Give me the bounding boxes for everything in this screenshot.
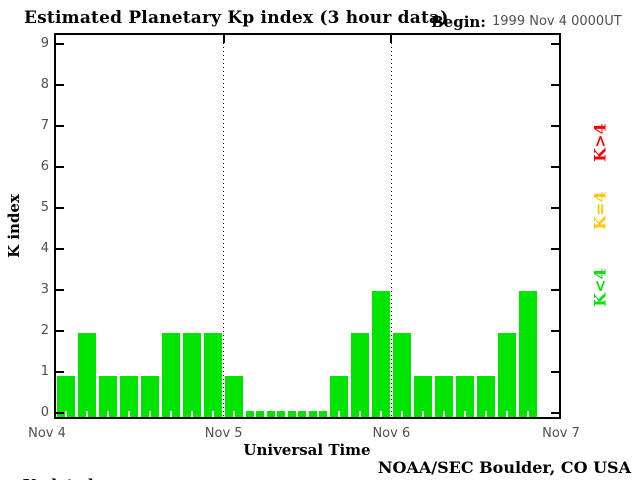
y-axis-tick xyxy=(56,206,64,209)
bar-minor-tick xyxy=(463,411,466,417)
bar-minor-tick xyxy=(379,411,382,417)
begin-value: 1999 Nov 4 0000UT xyxy=(492,14,622,29)
y-axis-tick-right xyxy=(551,247,559,250)
day-boundary-top-tick xyxy=(222,35,225,43)
bar-minor-tick xyxy=(296,411,299,417)
kp-bar xyxy=(413,375,432,417)
y-axis-tick xyxy=(56,83,64,86)
x-axis-day-label: Nov 6 xyxy=(372,426,411,441)
x-axis-title: Universal Time xyxy=(243,441,371,459)
bar-minor-tick xyxy=(107,411,110,417)
y-axis-tick xyxy=(56,411,64,414)
kp-bar xyxy=(434,375,453,417)
kp-bar xyxy=(99,375,118,417)
y-axis-tick-right xyxy=(551,124,559,127)
updated-line: Updated 1999 Nov 6 23:45:01 xyxy=(2,458,240,480)
bar-minor-tick xyxy=(86,411,89,417)
kp-bar xyxy=(57,375,76,417)
y-axis-tick-label: 1 xyxy=(40,363,49,379)
kp-bar xyxy=(371,291,390,417)
bar-minor-tick xyxy=(191,411,194,417)
kp-bar xyxy=(518,291,537,417)
bar-minor-tick xyxy=(170,411,173,417)
y-axis-tick-right xyxy=(551,288,559,291)
credit-text: NOAA/SEC Boulder, CO USA xyxy=(377,458,631,477)
day-boundary-top-tick xyxy=(390,35,393,43)
bar-minor-tick xyxy=(505,411,508,417)
y-axis-tick-label: 9 xyxy=(40,35,49,51)
bar-minor-tick xyxy=(254,411,257,417)
kp-bar xyxy=(350,333,369,417)
kp-bar xyxy=(120,375,139,417)
kp-bar xyxy=(225,375,244,417)
y-axis-tick-right xyxy=(551,83,559,86)
y-axis-tick xyxy=(56,42,64,45)
y-axis-tick xyxy=(56,370,64,373)
page-title: Estimated Planetary Kp index (3 hour dat… xyxy=(24,8,449,28)
y-axis-tick-right xyxy=(551,165,559,168)
y-axis-tick-right xyxy=(551,206,559,209)
kp-bar xyxy=(183,333,202,417)
bar-minor-tick xyxy=(484,411,487,417)
y-axis-tick-label: 3 xyxy=(40,281,49,297)
bar-minor-tick xyxy=(275,411,278,417)
y-axis-tick-right xyxy=(551,329,559,332)
legend-item-1: K=4 xyxy=(582,178,618,242)
bar-minor-tick xyxy=(233,411,236,417)
kp-bar xyxy=(78,333,97,417)
y-axis-tick xyxy=(56,288,64,291)
kp-bar xyxy=(329,375,348,417)
y-axis-tick-label: 2 xyxy=(40,322,49,338)
legend-item-2: K<4 xyxy=(582,255,618,319)
y-axis-tick-label: 5 xyxy=(40,199,49,215)
y-axis-tick-right xyxy=(551,42,559,45)
kp-bar xyxy=(162,333,181,417)
y-axis-title: K index xyxy=(5,194,23,258)
plot-frame xyxy=(54,33,561,419)
kp-bar xyxy=(141,375,160,417)
bar-minor-tick xyxy=(400,411,403,417)
kp-bar xyxy=(476,375,495,417)
day-boundary-line xyxy=(223,35,225,417)
y-axis-tick-label: 6 xyxy=(40,158,49,174)
kp-bar xyxy=(497,333,516,417)
updated-label: Updated xyxy=(23,476,94,480)
y-axis-tick xyxy=(56,329,64,332)
bar-minor-tick xyxy=(337,411,340,417)
y-axis-tick-right xyxy=(551,411,559,414)
y-axis-tick xyxy=(56,165,64,168)
y-axis-tick-label: 0 xyxy=(40,404,49,420)
kp-bar xyxy=(204,333,223,417)
bar-minor-tick xyxy=(65,411,68,417)
legend-label: K>4 xyxy=(590,122,610,162)
bar-minor-tick xyxy=(212,411,215,417)
y-axis-tick-label: 7 xyxy=(40,117,49,133)
x-axis-day-label: Nov 5 xyxy=(204,426,243,441)
legend-label: K<4 xyxy=(590,267,610,307)
x-axis-day-label: Nov 7 xyxy=(542,426,580,441)
y-axis-tick-right xyxy=(551,370,559,373)
y-axis-tick-label: 4 xyxy=(40,240,49,256)
bar-minor-tick xyxy=(149,411,152,417)
bar-minor-tick xyxy=(526,411,529,417)
legend-label: K=4 xyxy=(590,190,610,230)
day-boundary-line xyxy=(390,35,392,417)
kp-bar xyxy=(455,375,474,417)
legend-item-0: K>4 xyxy=(582,110,618,174)
bar-minor-tick xyxy=(442,411,445,417)
bar-minor-tick xyxy=(358,411,361,417)
begin-label: Begin: xyxy=(431,13,486,31)
kp-bar xyxy=(392,333,411,417)
bar-minor-tick xyxy=(128,411,131,417)
x-axis-day-label: Nov 4 xyxy=(28,426,66,441)
bar-minor-tick xyxy=(421,411,424,417)
y-axis-tick xyxy=(56,124,64,127)
y-axis-tick-label: 8 xyxy=(40,76,49,92)
bar-minor-tick xyxy=(316,411,319,417)
y-axis-tick xyxy=(56,247,64,250)
